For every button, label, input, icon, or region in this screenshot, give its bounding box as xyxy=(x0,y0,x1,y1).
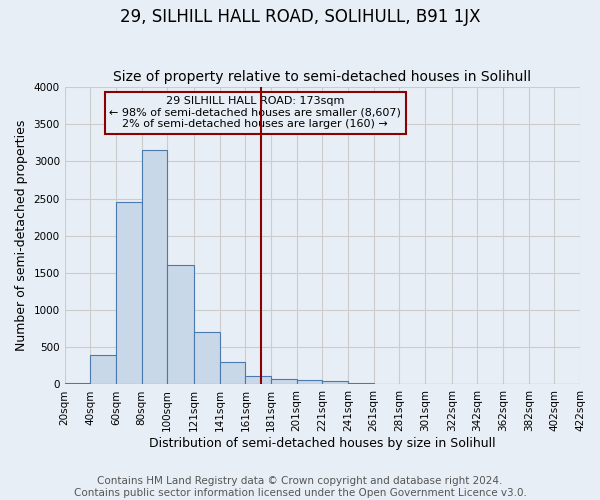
Bar xyxy=(167,266,194,384)
Y-axis label: Number of semi-detached properties: Number of semi-detached properties xyxy=(15,120,28,352)
Title: Size of property relative to semi-detached houses in Solihull: Size of property relative to semi-detach… xyxy=(113,70,532,85)
Text: 29 SILHILL HALL ROAD: 173sqm
← 98% of semi-detached houses are smaller (8,607)
2: 29 SILHILL HALL ROAD: 173sqm ← 98% of se… xyxy=(109,96,401,129)
Bar xyxy=(322,382,348,384)
X-axis label: Distribution of semi-detached houses by size in Solihull: Distribution of semi-detached houses by … xyxy=(149,437,496,450)
Bar xyxy=(65,383,91,384)
Bar xyxy=(296,380,322,384)
Bar xyxy=(271,380,296,384)
Bar xyxy=(220,362,245,384)
Bar xyxy=(142,150,167,384)
Bar xyxy=(245,376,271,384)
Bar xyxy=(348,383,374,384)
Bar xyxy=(91,354,116,384)
Text: 29, SILHILL HALL ROAD, SOLIHULL, B91 1JX: 29, SILHILL HALL ROAD, SOLIHULL, B91 1JX xyxy=(120,8,480,26)
Bar xyxy=(116,202,142,384)
Text: Contains HM Land Registry data © Crown copyright and database right 2024.
Contai: Contains HM Land Registry data © Crown c… xyxy=(74,476,526,498)
Bar xyxy=(194,332,220,384)
